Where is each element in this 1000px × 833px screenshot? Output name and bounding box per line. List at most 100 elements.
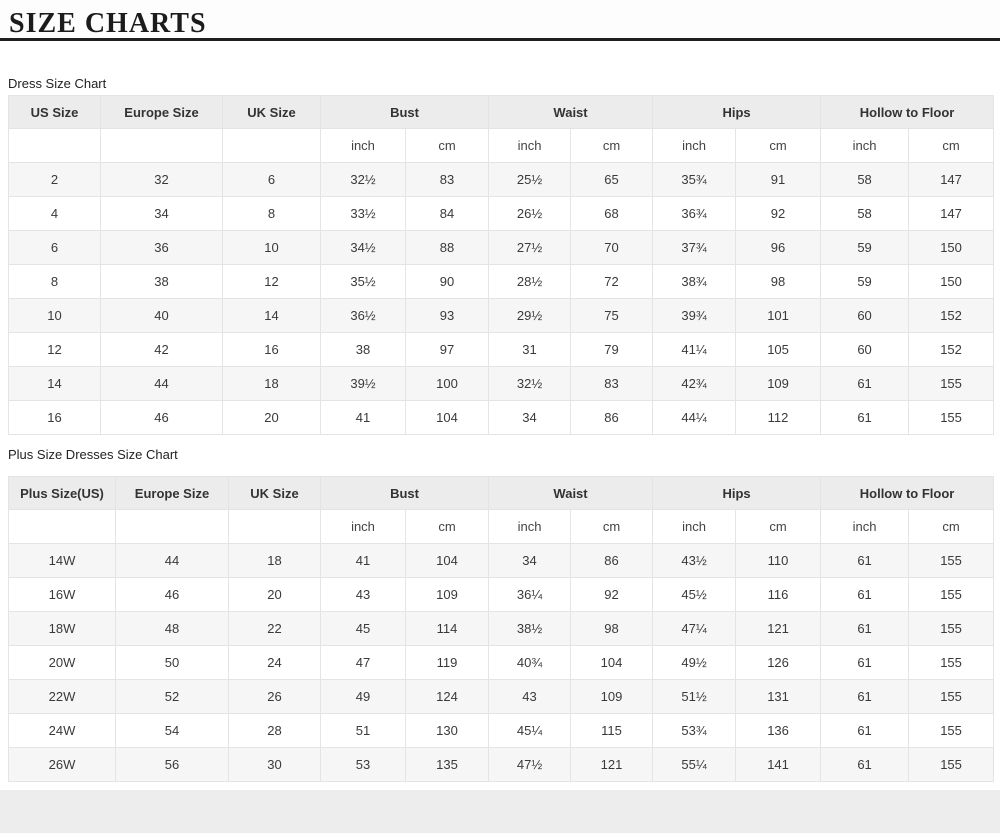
column-header-group: Hips bbox=[652, 95, 822, 129]
column-header: US Size bbox=[8, 95, 101, 129]
table-cell: 20 bbox=[228, 577, 321, 612]
unit-header: cm bbox=[404, 128, 490, 163]
table-cell: 44 bbox=[115, 543, 229, 578]
table-cell: 58 bbox=[820, 162, 910, 197]
table-cell: 155 bbox=[908, 400, 995, 435]
table-cell: 38 bbox=[100, 264, 223, 299]
table-cell: 72 bbox=[570, 264, 654, 299]
empty-header-cell bbox=[228, 509, 321, 544]
table-row: 2 32 6 32½ 83 25½ 65 35¾ 91 58 147 bbox=[8, 162, 995, 197]
column-header-group: Hips bbox=[652, 476, 822, 510]
table-cell: 152 bbox=[908, 332, 995, 367]
table-cell: 45 bbox=[320, 611, 406, 646]
bottom-strip bbox=[0, 790, 1000, 833]
table-row: 10 40 14 36½ 93 29½ 75 39¾ 101 60 152 bbox=[8, 298, 995, 333]
column-header: Plus Size(US) bbox=[8, 476, 116, 510]
table-cell: 44¼ bbox=[652, 400, 737, 435]
table-cell: 26W bbox=[8, 747, 116, 782]
table-cell: 60 bbox=[820, 298, 910, 333]
table-cell: 68 bbox=[570, 196, 654, 231]
table-cell: 34 bbox=[100, 196, 223, 231]
table-cell: 32½ bbox=[320, 162, 406, 197]
unit-header: cm bbox=[908, 128, 995, 163]
table-row: 16 46 20 41 104 34 86 44¼ 112 61 155 bbox=[8, 400, 995, 435]
table-cell: 6 bbox=[222, 162, 321, 197]
table-cell: 39¾ bbox=[652, 298, 737, 333]
table-cell: 40 bbox=[100, 298, 223, 333]
table-cell: 40¾ bbox=[488, 645, 572, 680]
table-cell: 32 bbox=[100, 162, 223, 197]
table-row: 6 36 10 34½ 88 27½ 70 37¾ 96 59 150 bbox=[8, 230, 995, 265]
table-cell: 36½ bbox=[320, 298, 406, 333]
table-cell: 22W bbox=[8, 679, 116, 714]
table-cell: 150 bbox=[908, 264, 995, 299]
table-cell: 37¾ bbox=[652, 230, 737, 265]
table-cell: 20 bbox=[222, 400, 321, 435]
table-cell: 126 bbox=[735, 645, 822, 680]
unit-header: inch bbox=[820, 128, 910, 163]
table-cell: 155 bbox=[908, 645, 995, 680]
table-cell: 47½ bbox=[488, 747, 572, 782]
table-cell: 61 bbox=[820, 679, 910, 714]
table-cell: 25½ bbox=[488, 162, 572, 197]
table-cell: 100 bbox=[404, 366, 490, 401]
table-cell: 2 bbox=[8, 162, 101, 197]
unit-header: inch bbox=[820, 509, 910, 544]
table-cell: 34 bbox=[488, 400, 572, 435]
plus-size-chart-table: Plus Size(US) Europe Size UK Size Bust Waist… bbox=[8, 476, 995, 782]
unit-header: inch bbox=[488, 128, 572, 163]
table-cell: 43 bbox=[488, 679, 572, 714]
table-cell: 33½ bbox=[320, 196, 406, 231]
table-cell: 65 bbox=[570, 162, 654, 197]
table-row: 4 34 8 33½ 84 26½ 68 36¾ 92 58 147 bbox=[8, 196, 995, 231]
unit-header: inch bbox=[320, 128, 406, 163]
table-cell: 61 bbox=[820, 713, 910, 748]
table-cell: 53 bbox=[320, 747, 406, 782]
table-cell: 29½ bbox=[488, 298, 572, 333]
table-cell: 115 bbox=[570, 713, 654, 748]
table-cell: 12 bbox=[8, 332, 101, 367]
table-cell: 61 bbox=[820, 543, 910, 578]
table-cell: 45½ bbox=[652, 577, 737, 612]
table-cell: 61 bbox=[820, 366, 910, 401]
table-cell: 10 bbox=[222, 230, 321, 265]
table-cell: 16 bbox=[222, 332, 321, 367]
table-cell: 59 bbox=[820, 230, 910, 265]
table-cell: 119 bbox=[404, 645, 490, 680]
table-cell: 155 bbox=[908, 679, 995, 714]
table-row: 16W 46 20 43 109 36¼ 92 45½ 116 61 155 bbox=[8, 577, 995, 612]
table-cell: 41 bbox=[320, 543, 406, 578]
table-cell: 86 bbox=[570, 400, 654, 435]
table-cell: 110 bbox=[735, 543, 822, 578]
table-cell: 35½ bbox=[320, 264, 406, 299]
table-row: 14W 44 18 41 104 34 86 43½ 110 61 155 bbox=[8, 543, 995, 578]
table-cell: 92 bbox=[735, 196, 822, 231]
unit-header: cm bbox=[908, 509, 995, 544]
table-cell: 46 bbox=[100, 400, 223, 435]
table-cell: 93 bbox=[404, 298, 490, 333]
table-cell: 147 bbox=[908, 162, 995, 197]
table-cell: 18W bbox=[8, 611, 116, 646]
table-cell: 109 bbox=[735, 366, 822, 401]
table-cell: 6 bbox=[8, 230, 101, 265]
table-cell: 97 bbox=[404, 332, 490, 367]
table-cell: 48 bbox=[115, 611, 229, 646]
table-cell: 32½ bbox=[488, 366, 572, 401]
table-cell: 43 bbox=[320, 577, 406, 612]
table-cell: 131 bbox=[735, 679, 822, 714]
table-cell: 155 bbox=[908, 747, 995, 782]
table-cell: 45¼ bbox=[488, 713, 572, 748]
table-cell: 28 bbox=[228, 713, 321, 748]
table-cell: 34 bbox=[488, 543, 572, 578]
table-cell: 36 bbox=[100, 230, 223, 265]
column-header-group: Waist bbox=[488, 476, 654, 510]
column-header: Europe Size bbox=[115, 476, 229, 510]
table-header-row: US Size Europe Size UK Size Bust Waist Hips Ho… bbox=[8, 95, 995, 129]
table-cell: 104 bbox=[404, 400, 490, 435]
table-cell: 18 bbox=[222, 366, 321, 401]
table-cell: 98 bbox=[570, 611, 654, 646]
table-cell: 30 bbox=[228, 747, 321, 782]
column-header-group: Waist bbox=[488, 95, 654, 129]
table-cell: 47 bbox=[320, 645, 406, 680]
